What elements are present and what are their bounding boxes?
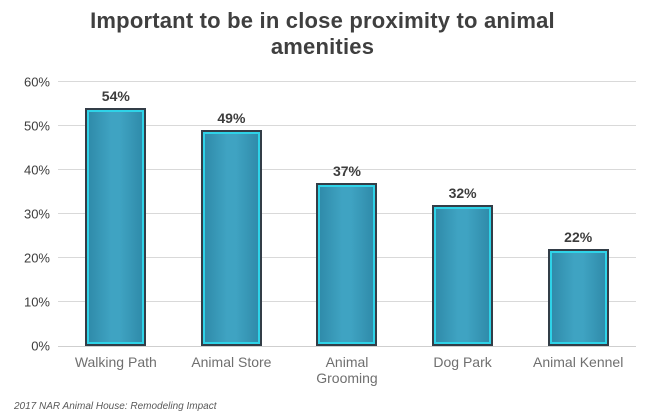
gridline (58, 169, 636, 170)
y-axis-tick-label: 50% (23, 118, 50, 134)
category-label-text: Walking Path (74, 354, 157, 370)
bar-slot: 49% (174, 82, 290, 346)
category-label: Dog Park (405, 354, 521, 386)
bar-slot: 22% (520, 82, 636, 346)
bar-value-label: 49% (217, 110, 246, 127)
gridline (58, 81, 636, 82)
bar-value-label: 32% (448, 185, 477, 202)
y-axis-tick-label: 60% (23, 74, 50, 90)
bar-animal-store: 49% (200, 110, 262, 346)
bar-animal-grooming: 37% (316, 163, 378, 346)
y-axis-tick-label: 40% (23, 162, 50, 178)
y-axis-tick-label: 10% (23, 294, 50, 310)
y-axis-tick-label: 30% (23, 206, 50, 222)
bars-row: 54% 49% 37% 32% 22% (58, 82, 636, 346)
chart-title: Important to be in close proximity to an… (90, 8, 555, 60)
category-label-text: Animal Grooming (316, 354, 378, 387)
category-label-text: Dog Park (433, 354, 492, 370)
bar-slot: 37% (289, 82, 405, 346)
gridline (58, 125, 636, 126)
source-note: 2017 NAR Animal House: Remodeling Impact (14, 401, 217, 412)
y-axis-tick-label: 20% (23, 250, 50, 266)
bar-dog-park: 32% (432, 185, 494, 346)
category-label: Walking Path (58, 354, 174, 386)
category-label-text: Animal Store (191, 354, 272, 370)
category-label: Animal Kennel (520, 354, 636, 386)
bar-value-label: 37% (332, 163, 361, 180)
x-axis-category-labels: Walking Path Animal Store Animal Grooming D… (58, 354, 636, 386)
category-label: Animal Store (174, 354, 290, 386)
category-label: Animal Grooming (289, 354, 405, 386)
bar-slot: 32% (405, 82, 521, 346)
bar-value-label: 54% (101, 88, 130, 105)
bar-value-label: 22% (564, 229, 593, 246)
bar-animal-kennel: 22% (547, 229, 609, 346)
bar-walking-path: 54% (85, 88, 147, 346)
bar-slot: 54% (58, 82, 174, 346)
plot-area: 0% 10% 20% 30% 40% 50% 60% 54% 49% 37% 32% 22% (24, 75, 636, 354)
y-axis-tick-label: 0% (31, 338, 50, 354)
category-label-text: Animal Kennel (533, 354, 624, 370)
